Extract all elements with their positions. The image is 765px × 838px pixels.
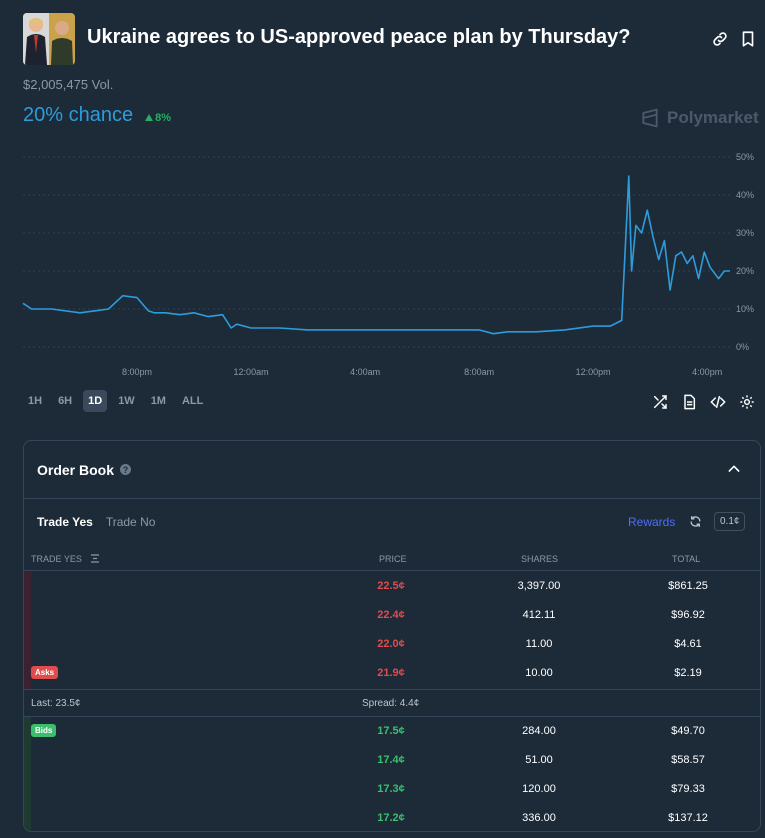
bid-price: 17.3¢ — [377, 783, 405, 795]
bid-shares: 336.00 — [522, 812, 556, 824]
bookmark-icon[interactable] — [739, 30, 757, 48]
price-history-chart[interactable]: 50% 40% 30% 20% 10% 0% 8:00pm 12:00am 4:00am 8:00… — [0, 145, 765, 385]
refresh-icon[interactable] — [689, 515, 702, 528]
bid-row[interactable]: 17.5¢ 284.00 $49.70 — [24, 717, 760, 746]
triangle-up-icon — [145, 114, 154, 121]
market-title: Ukraine agrees to US-approved peace plan… — [87, 26, 631, 48]
range-6h[interactable]: 6H — [58, 395, 73, 407]
spread-row: Last: 23.5¢ Spread: 4.4¢ — [24, 689, 760, 717]
asks-depth-bar — [24, 572, 31, 689]
ask-total: $4.61 — [674, 638, 702, 650]
ask-price: 22.4¢ — [377, 609, 405, 621]
rewards-link[interactable]: Rewards — [628, 515, 676, 529]
y-tick-label: 0% — [736, 342, 749, 352]
bid-shares: 51.00 — [525, 754, 553, 766]
y-tick-label: 30% — [736, 228, 754, 238]
ask-price: 22.0¢ — [377, 638, 405, 650]
order-book-panel: Order Book ? Trade Yes Trade No Rewards … — [23, 440, 761, 832]
ask-shares: 11.00 — [525, 638, 553, 650]
y-tick-label: 50% — [736, 152, 754, 162]
sort-icon[interactable] — [90, 554, 100, 563]
range-1d[interactable]: 1D — [83, 390, 108, 412]
trade-tabs: Trade Yes Trade No — [37, 515, 155, 529]
gear-icon[interactable] — [739, 394, 755, 410]
document-icon[interactable] — [681, 394, 697, 410]
y-tick-label: 20% — [736, 266, 754, 276]
shuffle-icon[interactable] — [652, 394, 668, 410]
bid-shares: 284.00 — [522, 725, 556, 737]
chance-change: 8% — [145, 112, 171, 124]
ask-row[interactable]: 22.4¢ 412.11 $96.92 — [24, 601, 760, 630]
volume-text: $2,005,475 Vol. — [23, 77, 114, 92]
polymarket-logo: Polymarket — [640, 108, 759, 128]
col-price: PRICE — [379, 554, 407, 564]
col-shares: SHARES — [521, 554, 559, 564]
ask-price: 22.5¢ — [377, 580, 405, 592]
x-tick-label: 8:00am — [464, 367, 494, 377]
ask-shares: 10.00 — [525, 667, 553, 679]
bid-total: $137.12 — [668, 812, 708, 824]
range-1h[interactable]: 1H — [28, 395, 43, 407]
order-book-header[interactable]: Order Book ? — [24, 441, 760, 499]
ask-total: $861.25 — [668, 580, 708, 592]
ask-shares: 3,397.00 — [517, 580, 561, 592]
bid-price: 17.5¢ — [377, 725, 405, 737]
bid-row[interactable]: 17.2¢ 336.00 $137.12 — [24, 804, 760, 831]
col-trade-yes: TRADE YES — [31, 554, 100, 564]
bids-badge: Bids — [31, 724, 57, 737]
bid-total: $58.57 — [671, 754, 705, 766]
chance-summary: 20% chance 8% — [23, 104, 171, 130]
time-range-selector: 1H 6H 1D 1W 1M ALL — [23, 390, 208, 412]
tab-trade-no[interactable]: Trade No — [105, 515, 156, 529]
ask-total: $96.92 — [671, 609, 705, 621]
x-tick-label: 12:00pm — [576, 367, 611, 377]
series-line — [22, 175, 730, 335]
col-trade-yes-label: TRADE YES — [31, 554, 82, 564]
bid-total: $49.70 — [671, 725, 705, 737]
spread-value: Spread: 4.4¢ — [362, 698, 420, 709]
link-icon[interactable] — [711, 30, 729, 48]
range-all[interactable]: ALL — [181, 395, 204, 407]
chart-toolbar — [652, 394, 755, 410]
col-total: TOTAL — [672, 554, 701, 564]
tab-trade-yes[interactable]: Trade Yes — [37, 515, 93, 529]
polymarket-logo-icon — [642, 108, 658, 128]
ask-row[interactable]: 21.9¢ 10.00 $2.19 — [24, 659, 760, 688]
market-thumbnail — [23, 13, 75, 65]
bids-depth-bar — [24, 717, 31, 831]
chance-value: 20% chance — [23, 104, 134, 126]
bid-price: 17.4¢ — [377, 754, 405, 766]
bid-price: 17.2¢ — [377, 812, 405, 824]
ask-total: $2.19 — [674, 667, 702, 679]
bid-total: $79.33 — [671, 783, 705, 795]
x-tick-label: 4:00pm — [692, 367, 722, 377]
bid-row[interactable]: 17.4¢ 51.00 $58.57 — [24, 746, 760, 775]
info-icon[interactable]: ? — [120, 464, 132, 475]
chance-change-value: 8% — [155, 111, 171, 124]
tick-size-selector[interactable]: 0.1¢ — [714, 512, 746, 531]
last-price: Last: 23.5¢ — [31, 698, 81, 709]
y-tick-label: 10% — [736, 304, 754, 314]
ask-shares: 412.11 — [522, 609, 556, 621]
asks-badge: Asks — [31, 666, 59, 679]
market-header: Ukraine agrees to US-approved peace plan… — [23, 13, 754, 65]
x-tick-label: 4:00am — [350, 367, 380, 377]
order-book-columns: TRADE YES PRICE SHARES TOTAL — [24, 549, 760, 571]
y-tick-label: 40% — [736, 190, 754, 200]
code-icon[interactable] — [710, 394, 726, 410]
bid-shares: 120.00 — [522, 783, 556, 795]
range-1m[interactable]: 1M — [150, 395, 166, 407]
brand-name: Polymarket — [667, 108, 759, 127]
ask-price: 21.9¢ — [377, 667, 405, 679]
x-tick-label: 12:00am — [234, 367, 269, 377]
chevron-up-icon[interactable] — [726, 461, 742, 477]
range-1w[interactable]: 1W — [118, 395, 135, 407]
bid-row[interactable]: 17.3¢ 120.00 $79.33 — [24, 775, 760, 804]
order-book-title: Order Book — [37, 461, 115, 478]
ask-row[interactable]: 22.5¢ 3,397.00 $861.25 — [24, 572, 760, 601]
ask-row[interactable]: 22.0¢ 11.00 $4.61 — [24, 630, 760, 659]
x-tick-label: 8:00pm — [122, 367, 152, 377]
